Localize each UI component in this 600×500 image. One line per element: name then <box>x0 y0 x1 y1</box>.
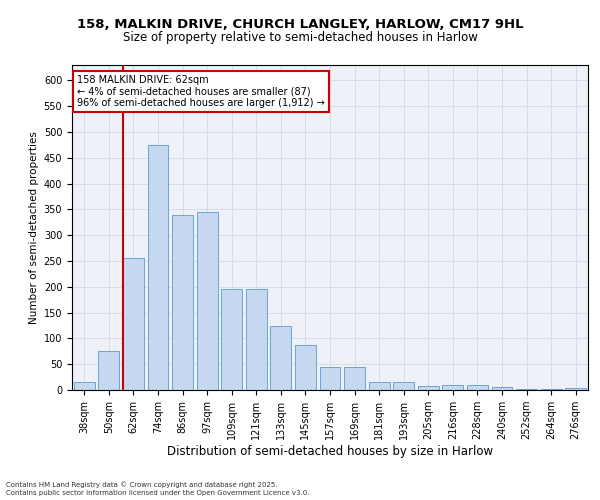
Bar <box>516 389 537 390</box>
Text: Contains HM Land Registry data © Crown copyright and database right 2025.: Contains HM Land Registry data © Crown c… <box>6 481 277 488</box>
Bar <box>368 382 389 390</box>
Text: 158, MALKIN DRIVE, CHURCH LANGLEY, HARLOW, CM17 9HL: 158, MALKIN DRIVE, CHURCH LANGLEY, HARLO… <box>77 18 523 30</box>
Bar <box>565 388 586 390</box>
Bar <box>442 385 463 390</box>
Bar <box>295 344 316 390</box>
Bar <box>221 290 242 390</box>
Bar <box>467 385 488 390</box>
Bar <box>418 386 439 390</box>
Y-axis label: Number of semi-detached properties: Number of semi-detached properties <box>29 131 40 324</box>
Text: Size of property relative to semi-detached houses in Harlow: Size of property relative to semi-detach… <box>122 31 478 44</box>
Bar <box>246 290 267 390</box>
X-axis label: Distribution of semi-detached houses by size in Harlow: Distribution of semi-detached houses by … <box>167 445 493 458</box>
Bar <box>148 145 169 390</box>
Bar <box>74 382 95 390</box>
Bar <box>197 212 218 390</box>
Bar <box>320 367 340 390</box>
Text: 158 MALKIN DRIVE: 62sqm
← 4% of semi-detached houses are smaller (87)
96% of sem: 158 MALKIN DRIVE: 62sqm ← 4% of semi-det… <box>77 74 325 108</box>
Bar <box>271 326 292 390</box>
Bar <box>491 387 512 390</box>
Bar <box>98 352 119 390</box>
Bar <box>123 258 144 390</box>
Bar <box>393 382 414 390</box>
Bar <box>344 367 365 390</box>
Bar <box>172 214 193 390</box>
Text: Contains public sector information licensed under the Open Government Licence v3: Contains public sector information licen… <box>6 490 310 496</box>
